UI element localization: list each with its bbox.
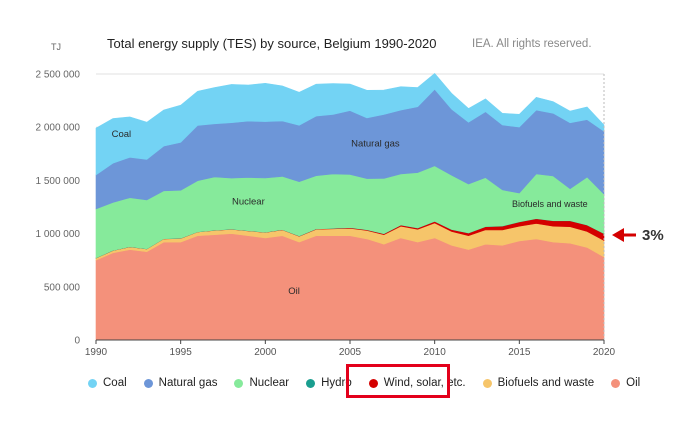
y-tick-label: 1 500 000	[36, 176, 81, 187]
area-label-coal: Coal	[112, 129, 132, 140]
x-tick-label: 2020	[593, 347, 616, 358]
chart-title: Total energy supply (TES) by source, Bel…	[107, 36, 437, 51]
legend-item-nuclear[interactable]: Nuclear	[234, 377, 289, 389]
legend-label: Biofuels and waste	[497, 377, 595, 389]
share-annotation: 3%	[642, 227, 664, 244]
x-tick-label: 1990	[85, 347, 108, 358]
annotation-arrow-head	[612, 228, 624, 242]
legend-label: Wind, solar, etc.	[383, 377, 466, 389]
y-tick-label: 500 000	[44, 282, 81, 293]
legend-label: Oil	[626, 377, 641, 389]
y-tick-label: 0	[74, 336, 80, 347]
area-label-biofuels-and-waste: Biofuels and waste	[512, 199, 588, 209]
legend-swatch	[306, 378, 316, 388]
legend-item-natural-gas[interactable]: Natural gas	[143, 377, 218, 389]
legend-swatch	[88, 378, 97, 388]
x-tick-label: 2000	[254, 347, 277, 358]
legend-swatch	[234, 378, 244, 388]
y-axis-unit: TJ	[51, 42, 61, 52]
legend-item-oil[interactable]: Oil	[611, 377, 640, 389]
legend-item-biofuels-and-waste[interactable]: Biofuels and waste	[482, 377, 595, 389]
legend-item-wind-solar-etc[interactable]: Wind, solar, etc.	[368, 377, 466, 389]
chart-legend: Coal Natural gas Nuclear Hydro Wind, solar, …	[88, 374, 657, 392]
x-tick-label: 2010	[424, 347, 447, 358]
area-oil	[95, 233, 605, 341]
legend-label: Natural gas	[158, 377, 218, 389]
x-tick-label: 2015	[508, 347, 531, 358]
area-label-natural-gas: Natural gas	[351, 138, 400, 149]
area-label-oil: Oil	[288, 286, 300, 297]
y-tick-label: 2 500 000	[36, 70, 81, 81]
y-tick-label: 2 000 000	[36, 123, 81, 134]
legend-item-coal[interactable]: Coal	[88, 377, 127, 389]
legend-swatch	[143, 378, 153, 388]
legend-label: Nuclear	[249, 377, 290, 389]
legend-label: Coal	[103, 377, 127, 389]
legend-swatch	[368, 378, 378, 388]
chart-credit: IEA. All rights reserved.	[472, 38, 592, 50]
legend-highlight-box	[346, 364, 450, 398]
x-tick-label: 2005	[339, 347, 362, 358]
legend-swatch	[482, 378, 492, 388]
x-tick-label: 1995	[170, 347, 193, 358]
area-label-nuclear: Nuclear	[232, 196, 265, 207]
legend-swatch	[611, 378, 621, 388]
y-tick-label: 1 000 000	[36, 229, 81, 240]
legend-item-hydro[interactable]: Hydro	[306, 377, 352, 389]
legend-label: Hydro	[321, 377, 352, 389]
